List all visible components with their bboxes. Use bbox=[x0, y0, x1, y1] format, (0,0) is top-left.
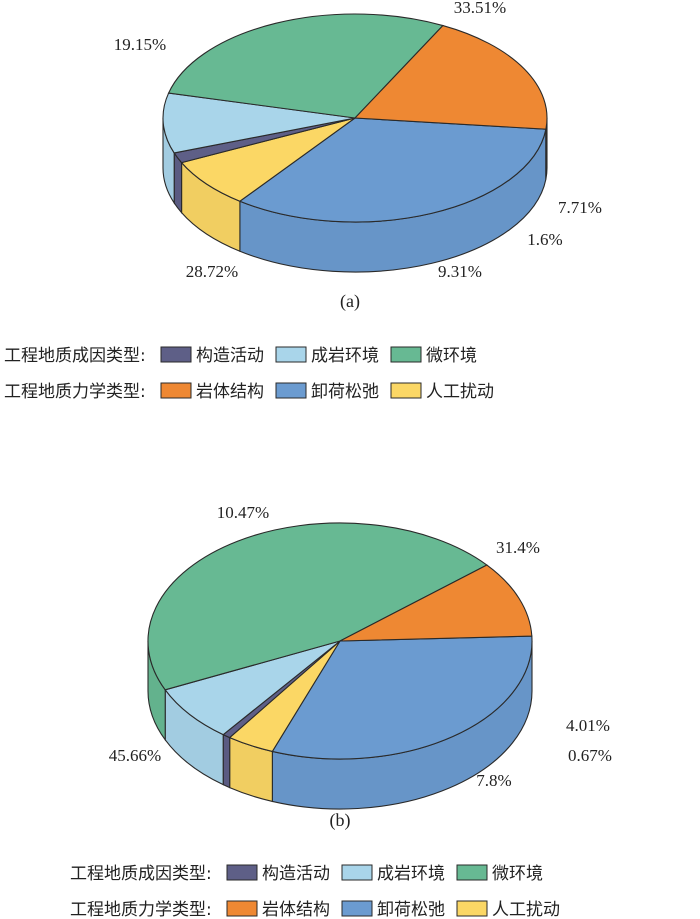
data-label-slice-4: 33.51% bbox=[454, 0, 506, 17]
data-label-slice-1: 9.31% bbox=[438, 262, 482, 281]
data-label-slice-3: 19.15% bbox=[114, 35, 166, 54]
pie-side-slice-0 bbox=[222, 733, 231, 789]
pie-slice-slice-2 bbox=[147, 522, 488, 691]
legend-swatch-slice-4 bbox=[275, 382, 307, 399]
data-label-slice-1: 7.8% bbox=[476, 771, 511, 790]
data-label-slice-2: 45.66% bbox=[109, 746, 161, 765]
legend-row-title: 工程地质成因类型: bbox=[70, 864, 212, 884]
legend-swatch-slice-1 bbox=[341, 864, 373, 881]
legend-label-slice-5: 人工扰动 bbox=[426, 382, 494, 402]
legend-label-slice-1: 成岩环境 bbox=[377, 864, 445, 884]
legend-label-slice-3: 岩体结构 bbox=[196, 382, 264, 402]
legend-label-slice-5: 人工扰动 bbox=[492, 900, 560, 919]
pie-chart-a: 1.6% 9.31% 28.72% 19.15% 33.51% 7.71% (a) 工程地质成… bbox=[4, 0, 602, 402]
legend-swatch-slice-0 bbox=[160, 346, 192, 363]
legend-swatch-slice-3 bbox=[226, 900, 258, 917]
legend-swatch-slice-3 bbox=[160, 382, 192, 399]
legend-label-slice-2: 微环境 bbox=[492, 864, 543, 884]
data-label-slice-5: 7.71% bbox=[558, 198, 602, 217]
pie-slice-slice-3 bbox=[339, 564, 533, 642]
pie-side-walls bbox=[147, 640, 533, 810]
legend-swatch-slice-2 bbox=[456, 864, 488, 881]
legend-swatch-slice-5 bbox=[456, 900, 488, 917]
data-label-slice-0: 0.67% bbox=[568, 746, 612, 765]
pie-chart-b: 0.67% 7.8% 45.66% 10.47% 31.4% 4.01% (b) 工程地质成因… bbox=[70, 503, 612, 919]
legend-label-slice-0: 构造活动 bbox=[196, 346, 264, 366]
pie-slice-slice-4 bbox=[271, 635, 533, 760]
pie-slice-slice-5 bbox=[180, 117, 356, 202]
pie-side-walls bbox=[162, 117, 548, 273]
data-label-slice-0: 1.6% bbox=[527, 230, 562, 249]
legend-label-slice-3: 岩体结构 bbox=[262, 900, 330, 919]
legend-label-slice-1: 成岩环境 bbox=[311, 346, 379, 366]
chart-caption: (b) bbox=[330, 810, 351, 831]
legend-label-slice-0: 构造活动 bbox=[262, 864, 330, 884]
legend-swatch-slice-1 bbox=[275, 346, 307, 363]
data-label-slice-5: 4.01% bbox=[566, 716, 610, 735]
legend-swatch-slice-4 bbox=[341, 900, 373, 917]
legend-swatch-slice-5 bbox=[390, 382, 422, 399]
data-label-slice-2: 28.72% bbox=[186, 262, 238, 281]
pie-top bbox=[147, 522, 533, 760]
legend-row-title: 工程地质力学类型: bbox=[70, 900, 212, 919]
legend-label-slice-4: 卸荷松弛 bbox=[377, 900, 445, 919]
legend-label-slice-4: 卸荷松弛 bbox=[311, 382, 379, 402]
pie-slice-slice-3 bbox=[353, 24, 548, 130]
data-label-slice-3: 10.47% bbox=[217, 503, 269, 522]
pie-slice-slice-1 bbox=[162, 92, 356, 154]
pie-top bbox=[162, 13, 548, 223]
pie-slice-slice-4 bbox=[238, 117, 547, 223]
chart-caption: (a) bbox=[340, 291, 360, 312]
pie-slice-slice-2 bbox=[167, 13, 444, 119]
legend-label-slice-2: 微环境 bbox=[426, 346, 477, 366]
legend-row-title: 工程地质成因类型: bbox=[4, 346, 146, 366]
legend-swatch-slice-0 bbox=[226, 864, 258, 881]
legend-swatch-slice-2 bbox=[390, 346, 422, 363]
legend-row-title: 工程地质力学类型: bbox=[4, 382, 146, 402]
pie-slice-slice-1 bbox=[164, 640, 341, 736]
data-label-slice-4: 31.4% bbox=[496, 538, 540, 557]
